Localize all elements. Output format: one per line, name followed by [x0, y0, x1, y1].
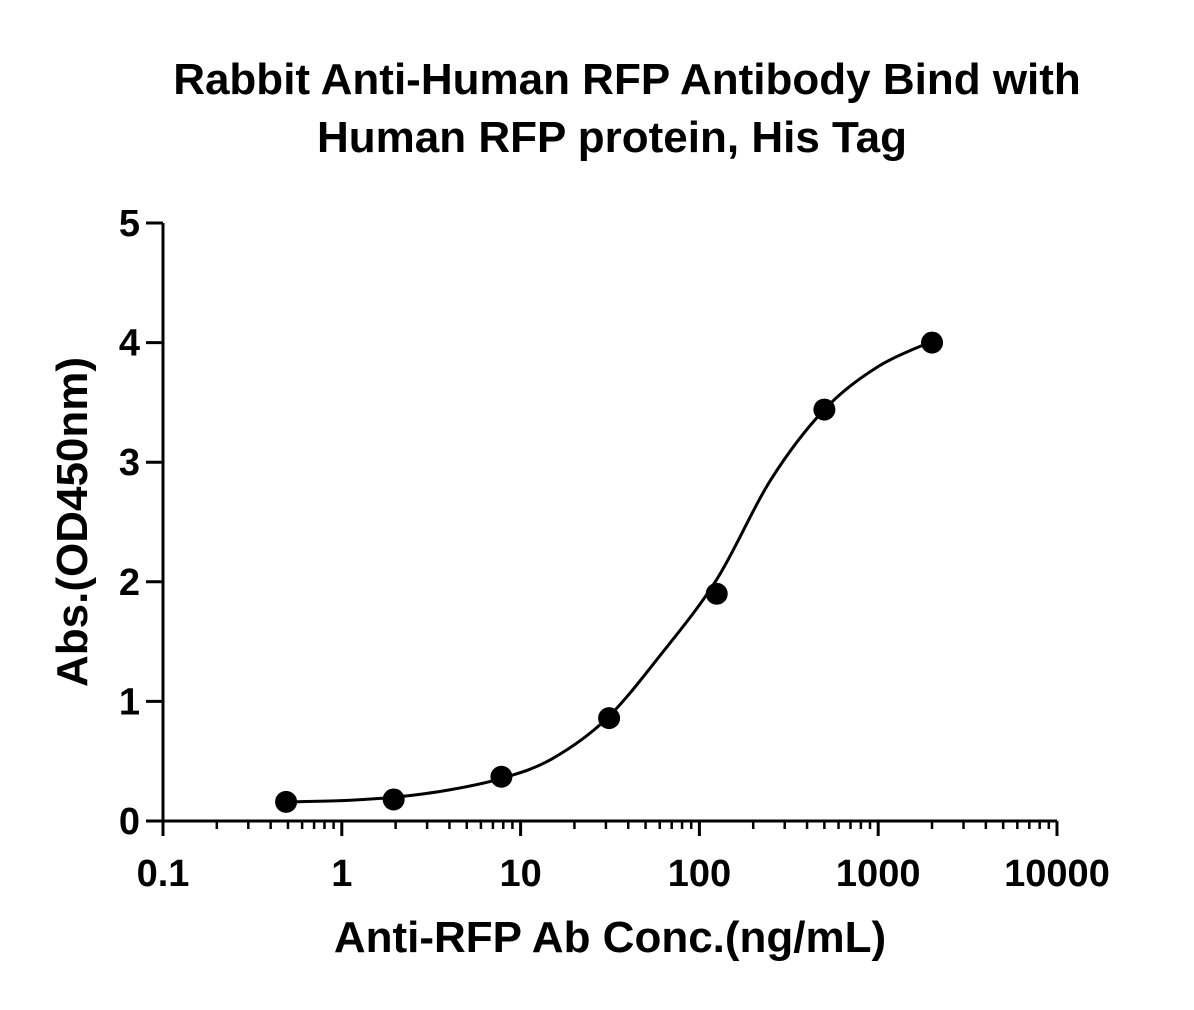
x-tick-label: 100 — [668, 853, 731, 895]
data-point — [275, 790, 298, 813]
data-point — [705, 582, 728, 605]
data-point — [382, 788, 405, 811]
x-tick-label: 1 — [331, 853, 352, 895]
y-tick-label: 4 — [119, 323, 140, 365]
data-point — [921, 331, 944, 354]
data-point — [598, 707, 621, 730]
plot-area: 0 1 2 3 4 5 0.1 1 10 100 1000 10000 — [119, 203, 1110, 895]
data-point — [813, 398, 836, 421]
data-point — [490, 765, 513, 788]
y-tick-label: 3 — [119, 442, 140, 484]
fit-curve-line — [287, 340, 933, 804]
x-tick-label: 1000 — [836, 853, 921, 895]
x-tick-label: 10 — [499, 853, 541, 895]
x-axis-label: Anti-RFP Ab Conc.(ng/mL) — [334, 913, 886, 962]
x-tick-label: 0.1 — [137, 853, 190, 895]
y-tick-label: 0 — [119, 801, 140, 843]
chart-title-line-1: Rabbit Anti-Human RFP Antibody Bind with — [173, 55, 1081, 104]
chart-title: Rabbit Anti-Human RFP Antibody Bind with… — [173, 55, 1081, 162]
y-tick-label: 2 — [119, 562, 140, 604]
y-axis-label: Abs.(OD450nm) — [48, 357, 97, 687]
y-tick-label: 1 — [119, 681, 140, 723]
y-tick-label: 5 — [119, 203, 140, 245]
chart-title-line-2: Human RFP protein, His Tag — [317, 113, 907, 162]
x-tick-label: 10000 — [1004, 853, 1110, 895]
